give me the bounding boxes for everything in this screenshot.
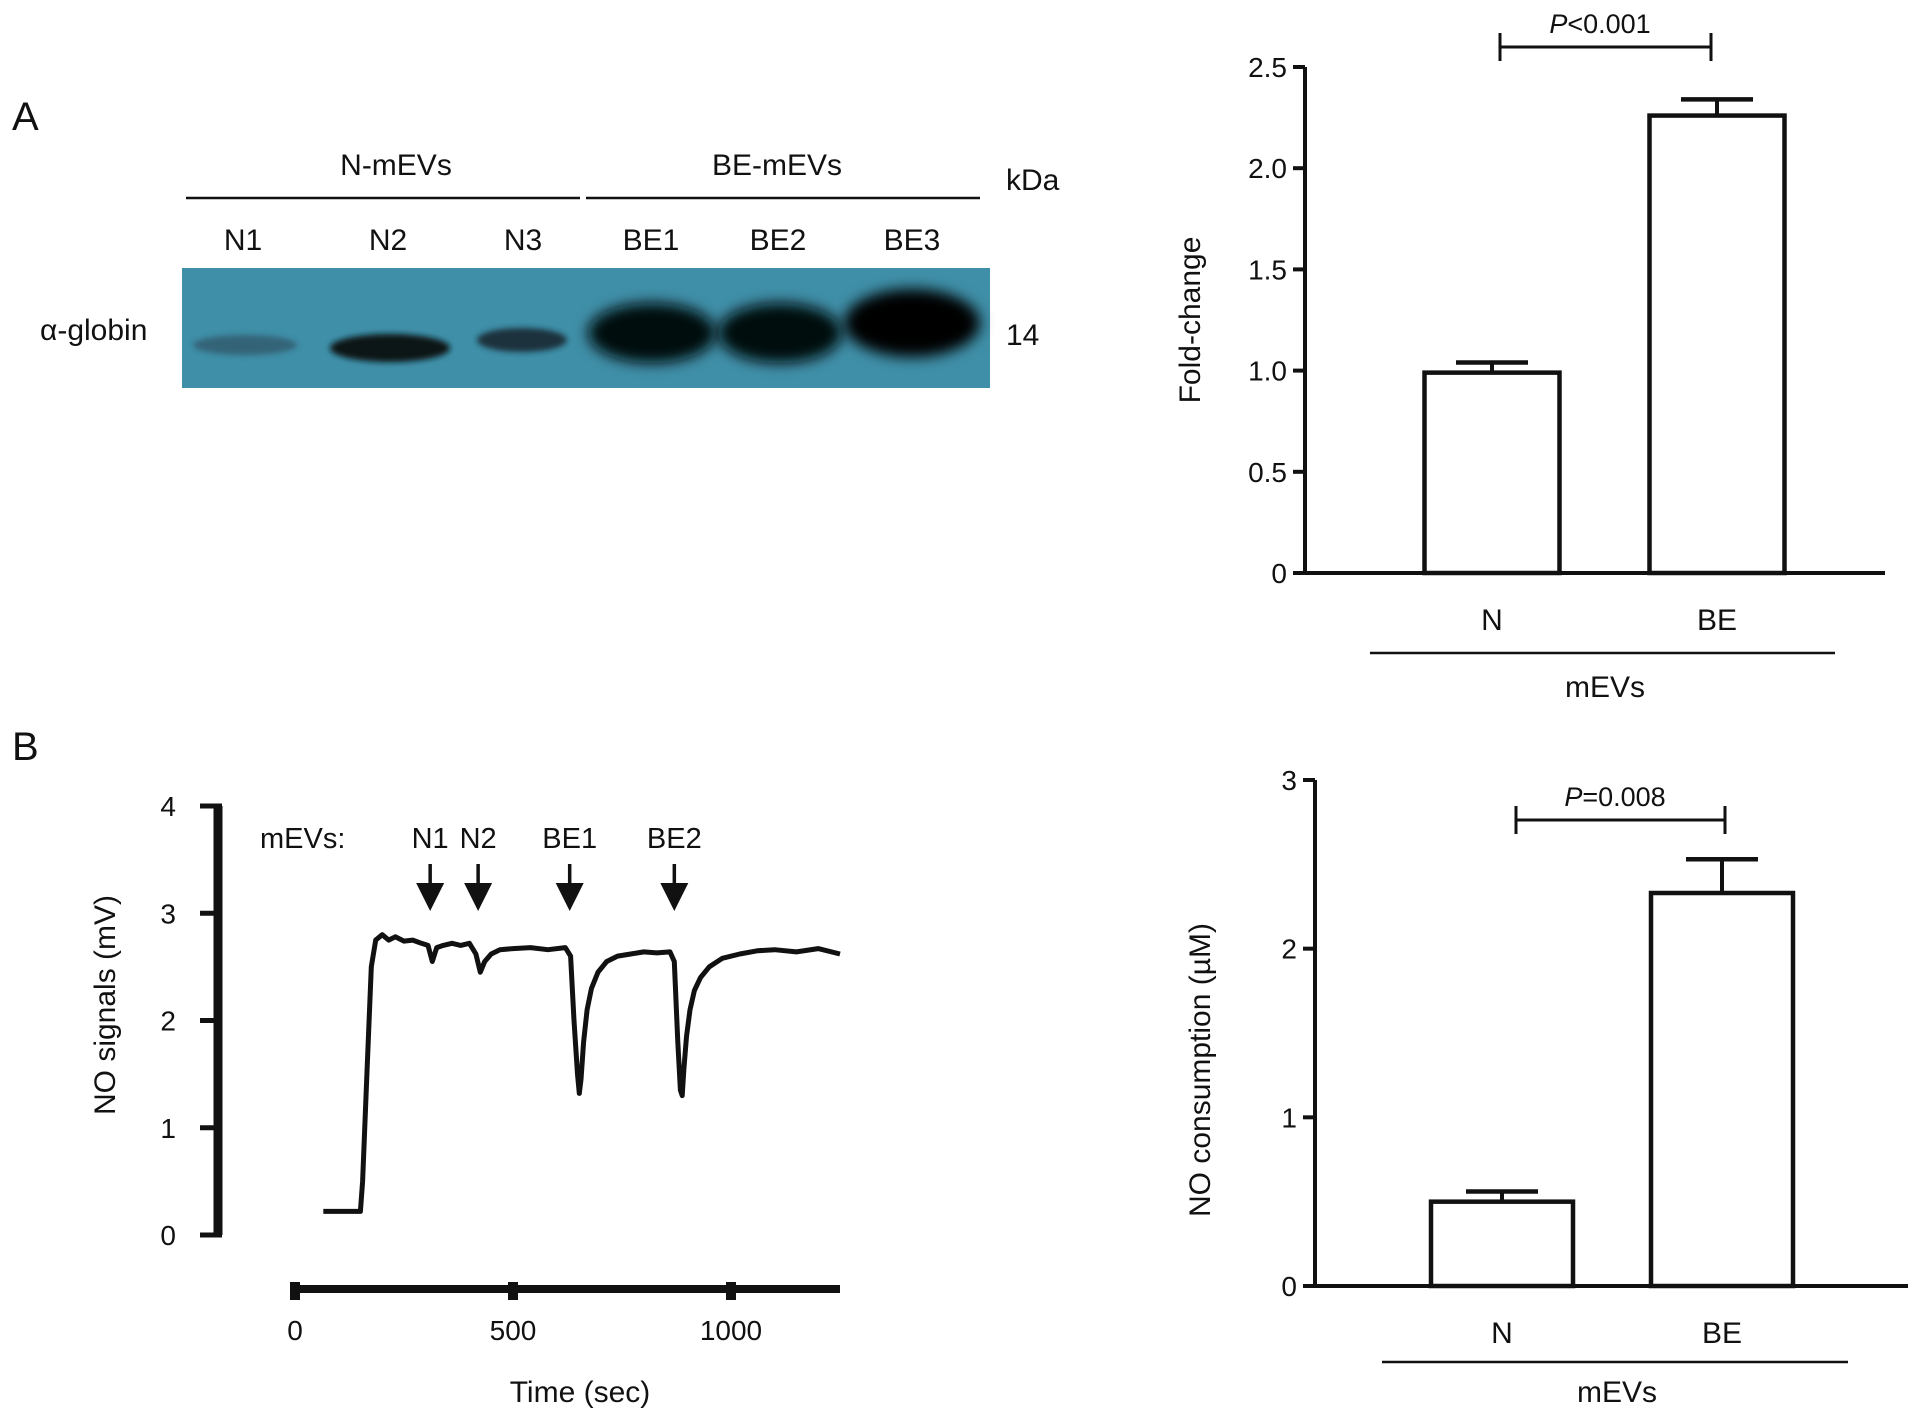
blot-band xyxy=(588,303,716,363)
blot-group-label-be: BE-mEVs xyxy=(712,149,842,182)
significance-bracket xyxy=(1498,33,1713,61)
significance-bracket xyxy=(1514,806,1727,834)
annotation-label: BE2 xyxy=(647,823,702,855)
y-tick-label: 1.0 xyxy=(1248,356,1287,387)
y-tick-label: 0.5 xyxy=(1248,457,1287,488)
y-axis-label: Fold-change xyxy=(1174,237,1207,404)
x-tick-label: 0 xyxy=(287,1315,303,1346)
significance-label: P<0.001 xyxy=(1549,9,1650,39)
x-tick-label: BE xyxy=(1697,604,1737,637)
x-tick-label: N xyxy=(1491,1317,1513,1350)
blot-lane-label: N3 xyxy=(504,224,542,257)
series-line xyxy=(323,932,841,1214)
blot-group-label-n: N-mEVs xyxy=(340,149,452,182)
annotation-prefix: mEVs: xyxy=(260,823,345,855)
y-tick-label: 2 xyxy=(160,1006,176,1037)
p-italic: P xyxy=(1564,782,1582,812)
y-tick-label: 1 xyxy=(1281,1102,1297,1133)
blot-band xyxy=(193,335,297,355)
fold-change-bar-chart: Fold-change mEVs P<0.001 0 0.5 1.0 1.5 2.0 2.… xyxy=(1174,9,1885,704)
svg-text:P<0.001: P<0.001 xyxy=(1549,9,1650,39)
y-tick-label: 0 xyxy=(1271,558,1287,589)
bar xyxy=(1428,1199,1576,1289)
blot-lane-label: N2 xyxy=(369,224,407,257)
annotation-label: N2 xyxy=(460,823,497,855)
y-tick-label: 1 xyxy=(160,1113,176,1144)
x-axis-label: mEVs xyxy=(1565,671,1645,704)
western-blot: N-mEVs BE-mEVs kDa N1 N2 N3 BE1 BE2 BE3 … xyxy=(40,149,1060,388)
y-tick-label: 0 xyxy=(160,1220,176,1251)
significance-label: P=0.008 xyxy=(1564,782,1665,812)
y-tick-label: 2.0 xyxy=(1248,153,1287,184)
bar xyxy=(1647,113,1787,576)
y-tick-label: 2.5 xyxy=(1248,52,1287,83)
x-tick-label: 500 xyxy=(490,1315,537,1346)
y-tick-label: 2 xyxy=(1281,934,1297,965)
x-tick-label: BE xyxy=(1702,1317,1742,1350)
bar xyxy=(1648,890,1796,1289)
blot-lane-label: N1 xyxy=(224,224,262,257)
p-italic: P xyxy=(1549,9,1567,39)
svg-text:P=0.008: P=0.008 xyxy=(1564,782,1665,812)
panel-b-label: B xyxy=(12,725,39,769)
y-axis-label: NO signals (mV) xyxy=(89,895,122,1115)
y-tick-label: 3 xyxy=(1281,765,1297,796)
x-axis-label: mEVs xyxy=(1577,1376,1657,1409)
p-value: <0.001 xyxy=(1567,9,1650,39)
y-tick-label: 4 xyxy=(160,791,176,822)
p-value: =0.008 xyxy=(1582,782,1665,812)
blot-band xyxy=(844,289,980,357)
panel-a-label: A xyxy=(12,95,39,139)
y-tick-label: 3 xyxy=(160,898,176,929)
blot-lane-label: BE3 xyxy=(884,224,941,257)
annotation-label: BE1 xyxy=(542,823,597,855)
blot-kda-label: kDa xyxy=(1006,164,1060,197)
blot-row-label: α-globin xyxy=(40,314,147,347)
bar xyxy=(1422,370,1562,576)
no-consumption-bar-chart: NO consumption (µM) mEVs P=0.008 0 1 2 3 N BE xyxy=(1184,765,1908,1409)
blot-lane-label: BE1 xyxy=(623,224,680,257)
x-tick-label: 1000 xyxy=(700,1315,762,1346)
blot-lane-label: BE2 xyxy=(750,224,807,257)
blot-band xyxy=(477,328,567,352)
blot-band xyxy=(718,303,842,363)
blot-band xyxy=(330,334,450,362)
x-tick-label: N xyxy=(1481,604,1503,637)
blot-kda-value: 14 xyxy=(1006,319,1039,352)
annotation-label: N1 xyxy=(412,823,449,855)
x-axis-label: Time (sec) xyxy=(510,1376,651,1409)
y-axis-label: NO consumption (µM) xyxy=(1184,923,1217,1217)
y-tick-label: 1.5 xyxy=(1248,254,1287,285)
y-tick-label: 0 xyxy=(1281,1271,1297,1302)
no-signals-line-chart: NO signals (mV) Time (sec) mEVs: 0 1 2 3 4 0 5… xyxy=(89,791,841,1409)
